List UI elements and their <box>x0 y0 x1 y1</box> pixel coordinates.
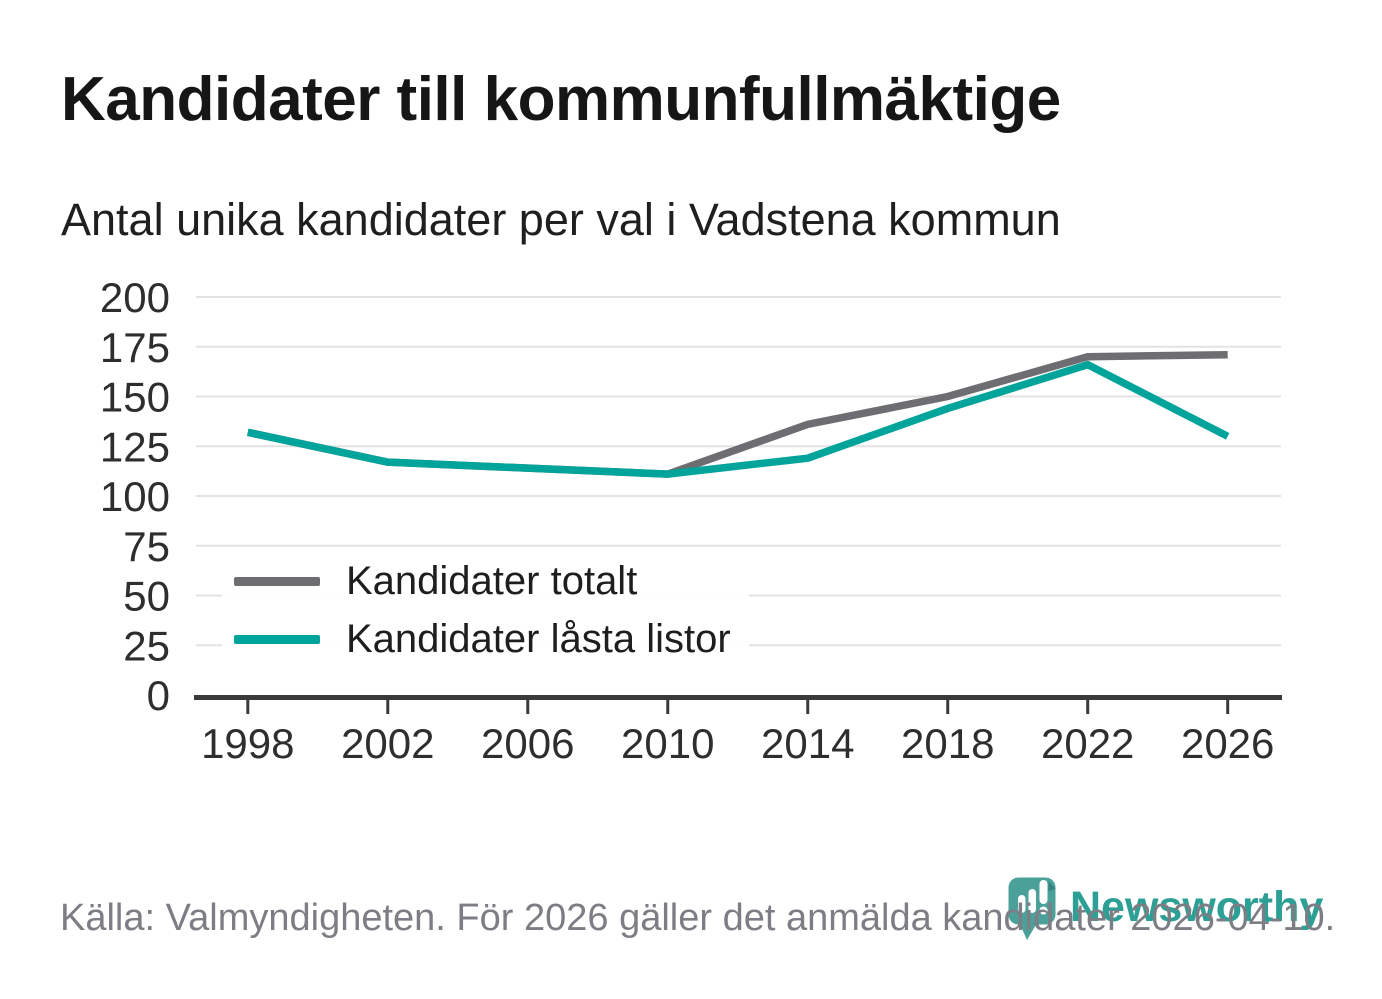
newsworthy-wordmark: Newsworthy <box>1070 883 1324 931</box>
x-tick-label: 2022 <box>1041 720 1134 767</box>
page-subtitle: Antal unika kandidater per val i Vadsten… <box>61 194 1061 245</box>
y-tick-label: 75 <box>123 523 170 570</box>
newsworthy-pin-barchart-icon <box>1008 877 1056 940</box>
source-note: Källa: Valmyndigheten. För 2026 gäller d… <box>60 897 1336 939</box>
y-tick-label: 100 <box>100 473 170 520</box>
x-tick-label: 2002 <box>341 720 434 767</box>
x-tick-label: 2018 <box>901 720 994 767</box>
page-title: Kandidater till kommunfullmäktige <box>61 65 1061 134</box>
x-tick-label: 2026 <box>1181 720 1274 767</box>
y-tick-label: 50 <box>123 573 170 620</box>
chart-legend: Kandidater totalt Kandidater låsta listo… <box>222 550 749 674</box>
y-tick-label: 150 <box>100 374 170 421</box>
y-tick-label: 25 <box>123 622 170 669</box>
legend-label-totalt: Kandidater totalt <box>346 558 638 603</box>
newsworthy-logo: Newsworthy <box>1008 877 1323 943</box>
x-tick-label: 2014 <box>761 720 854 767</box>
y-tick-label: 200 <box>100 274 170 321</box>
x-tick-label: 2006 <box>481 720 574 767</box>
legend-item-lasta-listor: Kandidater låsta listor <box>234 613 731 665</box>
x-tick-label: 2010 <box>621 720 714 767</box>
legend-swatch-lasta-listor <box>234 634 320 644</box>
legend-swatch-totalt <box>234 576 320 586</box>
series-line-0 <box>247 350 1228 478</box>
series-line-1 <box>247 360 1230 478</box>
y-tick-label: 175 <box>100 324 170 371</box>
y-tick-label: 125 <box>100 423 170 470</box>
legend-label-lasta-listor: Kandidater låsta listor <box>346 616 731 661</box>
y-tick-label: 0 <box>147 672 170 719</box>
legend-item-totalt: Kandidater totalt <box>234 555 731 607</box>
x-tick-label: 1998 <box>201 720 294 767</box>
